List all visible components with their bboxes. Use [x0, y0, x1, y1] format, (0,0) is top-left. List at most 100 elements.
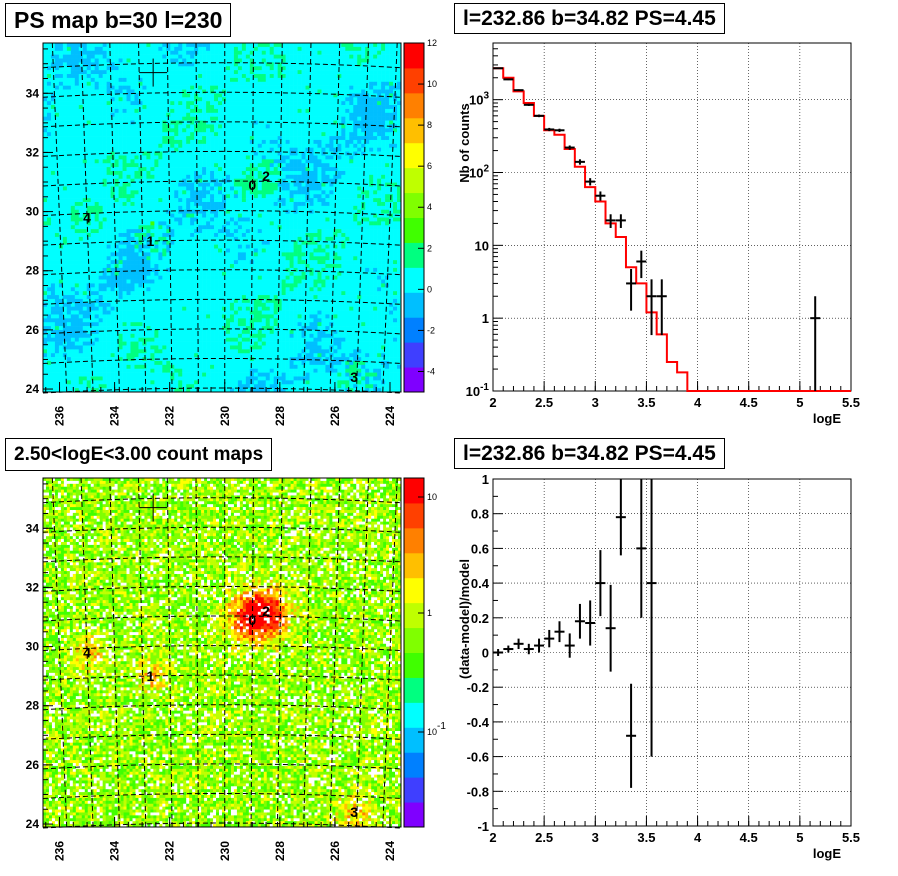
colorbar-label: 10 — [427, 492, 437, 502]
colorbar-label: 2 — [427, 243, 432, 253]
x-tick-label: 3 — [592, 830, 599, 845]
source-label: 0 — [248, 177, 256, 193]
x-tick-label: 234 — [108, 406, 122, 426]
x-tick-label: 230 — [218, 841, 232, 861]
x-tick-label: 224 — [383, 406, 397, 426]
y-tick-label: 26 — [26, 323, 40, 337]
x-tick-label: 2 — [489, 395, 496, 410]
y-tick-label: 0 — [482, 646, 489, 661]
colorbar — [404, 478, 424, 828]
colorbar-label: 4 — [427, 202, 432, 212]
y-tick-label: 28 — [26, 699, 40, 713]
source-label: 4 — [83, 645, 91, 661]
y-tick-label: -0.6 — [467, 750, 489, 765]
x-tick-label: 234 — [108, 841, 122, 861]
y-tick-label: 34 — [26, 521, 40, 535]
source-label: 2 — [262, 603, 270, 619]
colorbar-label: 12 — [427, 38, 437, 48]
x-tick-label: 5.5 — [842, 830, 860, 845]
grid — [493, 43, 851, 391]
y-tick-label: 32 — [26, 580, 40, 594]
y-tick-label: 0.8 — [471, 507, 489, 522]
x-tick-label: 236 — [53, 406, 67, 426]
x-tick-label: 4.5 — [740, 395, 758, 410]
source-label: 4 — [83, 210, 91, 226]
count-map-title: 2.50<logE<3.00 count maps — [5, 438, 272, 471]
y-tick-label: 30 — [26, 205, 40, 219]
y-tick-label: 10-1 — [466, 382, 490, 399]
y-tick-label: 24 — [26, 817, 40, 831]
y-tick-label: 34 — [26, 86, 40, 100]
x-tick-label: 4 — [694, 830, 702, 845]
y-tick-label: 10 — [475, 238, 489, 253]
x-tick-label: 3.5 — [637, 395, 655, 410]
ps-map-title: PS map b=30 l=230 — [5, 3, 231, 37]
heatmap-cells — [43, 43, 401, 392]
colorbar-label: 0 — [427, 284, 432, 294]
colorbar-label: 10-1 — [427, 721, 446, 737]
y-axis-label: (data-model)/model — [457, 559, 472, 679]
y-tick-label: -1 — [477, 819, 489, 834]
source-label: 3 — [350, 804, 358, 820]
x-tick-label: 228 — [273, 406, 287, 426]
source-label: 0 — [248, 612, 256, 628]
y-tick-label: 0.6 — [471, 541, 489, 556]
x-tick-label: 232 — [163, 841, 177, 861]
source-label: 1 — [147, 233, 155, 249]
colorbar-label: -2 — [427, 325, 435, 335]
x-tick-label: 3 — [592, 395, 599, 410]
x-tick-label: 224 — [383, 841, 397, 861]
colorbar-label: 10 — [427, 79, 437, 89]
y-tick-label: 0.2 — [471, 611, 489, 626]
y-tick-label: 102 — [469, 164, 489, 181]
y-tick-label: 24 — [26, 382, 40, 396]
x-tick-label: 230 — [218, 406, 232, 426]
colorbar — [404, 43, 424, 393]
residual-title: l=232.86 b=34.82 PS=4.45 — [454, 438, 725, 469]
x-tick-label: 5 — [796, 830, 803, 845]
colorbar-label: -4 — [427, 366, 435, 376]
y-tick-label: -0.4 — [467, 715, 490, 730]
y-axis-label: Nb of counts — [457, 103, 472, 182]
x-tick-label: 232 — [163, 406, 177, 426]
x-tick-label: 226 — [328, 841, 342, 861]
colorbar-label: 6 — [427, 161, 432, 171]
x-tick-label: 2.5 — [535, 830, 553, 845]
source-label: 2 — [262, 168, 270, 184]
y-tick-label: 1 — [482, 472, 489, 487]
plot-frame — [493, 43, 851, 391]
y-tick-label: 28 — [26, 264, 40, 278]
x-axis-label: logE — [813, 411, 841, 426]
y-tick-label: -0.2 — [467, 680, 489, 695]
residual-panel: 2 2.5 3 3.5 4 4.5 5 5.5 -1 -0.8 -0.6 -0.4 -0.2 0 0.2 0.… — [449, 435, 898, 871]
x-tick-label: 5.5 — [842, 395, 860, 410]
spectrum-title: l=232.86 b=34.82 PS=4.45 — [454, 3, 725, 34]
y-tick-label: 32 — [26, 145, 40, 159]
x-tick-label: 4.5 — [740, 830, 758, 845]
y-tick-label: 1 — [482, 311, 489, 326]
colorbar-label: 8 — [427, 120, 432, 130]
model-histogram — [493, 68, 851, 391]
colorbar-label: 1 — [427, 608, 432, 618]
x-axis-label: logE — [813, 846, 841, 861]
x-tick-label: 2 — [489, 830, 496, 845]
grid — [493, 479, 851, 826]
source-label: 1 — [147, 668, 155, 684]
plot-frame — [493, 479, 851, 826]
x-tick-label: 5 — [796, 395, 803, 410]
x-tick-label: 236 — [53, 841, 67, 861]
x-tick-label: 3.5 — [637, 830, 655, 845]
y-tick-label: -0.8 — [467, 784, 489, 799]
y-tick-label: 26 — [26, 758, 40, 772]
x-tick-label: 226 — [328, 406, 342, 426]
heatmap-cells — [43, 478, 401, 827]
x-tick-label: 2.5 — [535, 395, 553, 410]
source-label: 3 — [350, 369, 358, 385]
y-tick-label: 103 — [469, 91, 489, 108]
